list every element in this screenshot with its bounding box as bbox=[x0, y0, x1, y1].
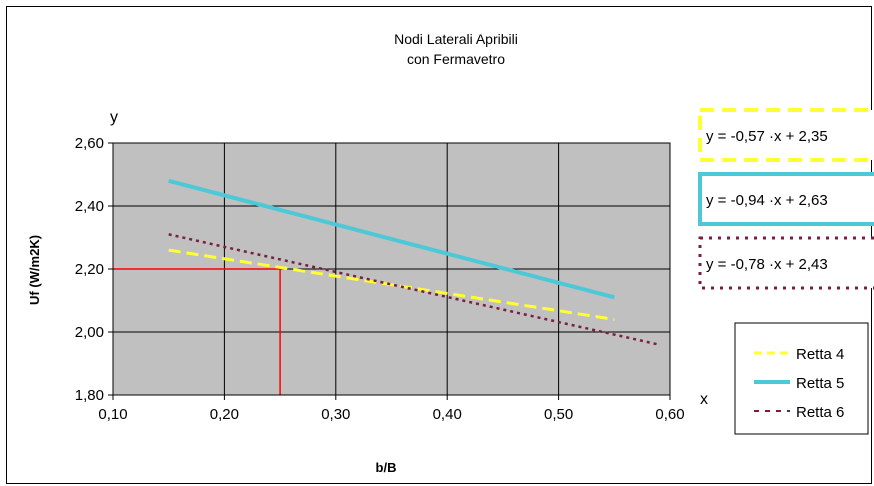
series-lines bbox=[168, 178, 660, 346]
x-tick-label: 0,20 bbox=[210, 406, 239, 423]
x-tick-label: 0,30 bbox=[321, 406, 350, 423]
equation-label-4: y = -0,57 ·x + 2,35 bbox=[706, 128, 828, 145]
grid-lines bbox=[108, 142, 671, 400]
y-tick-labels: 1,80 2,00 2,20 2,40 2,60 bbox=[75, 135, 104, 404]
legend-label-6: Retta 6 bbox=[796, 404, 844, 421]
x-tick-labels: 0,10 0,20 0,30 0,40 0,50 0,60 bbox=[98, 406, 684, 423]
y-tick-label: 2,20 bbox=[75, 261, 104, 278]
y-axis-letter: y bbox=[110, 109, 118, 126]
legend-label-4: Retta 4 bbox=[796, 346, 844, 363]
y-tick-label: 1,80 bbox=[75, 387, 104, 404]
chart-subtitle: con Fermavetro bbox=[407, 51, 505, 67]
y-tick-label: 2,00 bbox=[75, 324, 104, 341]
chart-title: Nodi Laterali Apribili bbox=[394, 31, 518, 47]
y-tick-label: 2,60 bbox=[75, 135, 104, 152]
x-tick-label: 0,50 bbox=[544, 406, 573, 423]
legend-label-5: Retta 5 bbox=[796, 375, 844, 392]
series-line-4 bbox=[168, 248, 615, 321]
equation-box-4 bbox=[698, 108, 874, 162]
y-axis-title: Uf (W/m2K) bbox=[27, 235, 42, 305]
y-tick-label: 2,40 bbox=[75, 198, 104, 215]
x-tick-label: 0,40 bbox=[433, 406, 462, 423]
equation-boxes: y = -0,57 ·x + 2,35 y = -0,94 ·x + 2,63 y … bbox=[698, 108, 874, 290]
equation-label-5: y = -0,94 ·x + 2,63 bbox=[706, 192, 828, 209]
reference-lines bbox=[113, 268, 281, 395]
x-tick-label: 0,60 bbox=[655, 406, 684, 423]
legend-box bbox=[734, 322, 869, 435]
series-line-5 bbox=[168, 178, 615, 300]
x-tick-label: 0,10 bbox=[98, 406, 127, 423]
equation-box-6 bbox=[698, 236, 874, 290]
x-axis-title: b/B bbox=[376, 460, 397, 475]
legend: Retta 4 Retta 5 Retta 6 bbox=[734, 322, 869, 435]
equation-label-6: y = -0,78 ·x + 2,43 bbox=[706, 256, 828, 273]
plot-border bbox=[112, 142, 671, 396]
x-axis-letter: x bbox=[700, 391, 708, 408]
equation-box-5 bbox=[698, 172, 874, 226]
